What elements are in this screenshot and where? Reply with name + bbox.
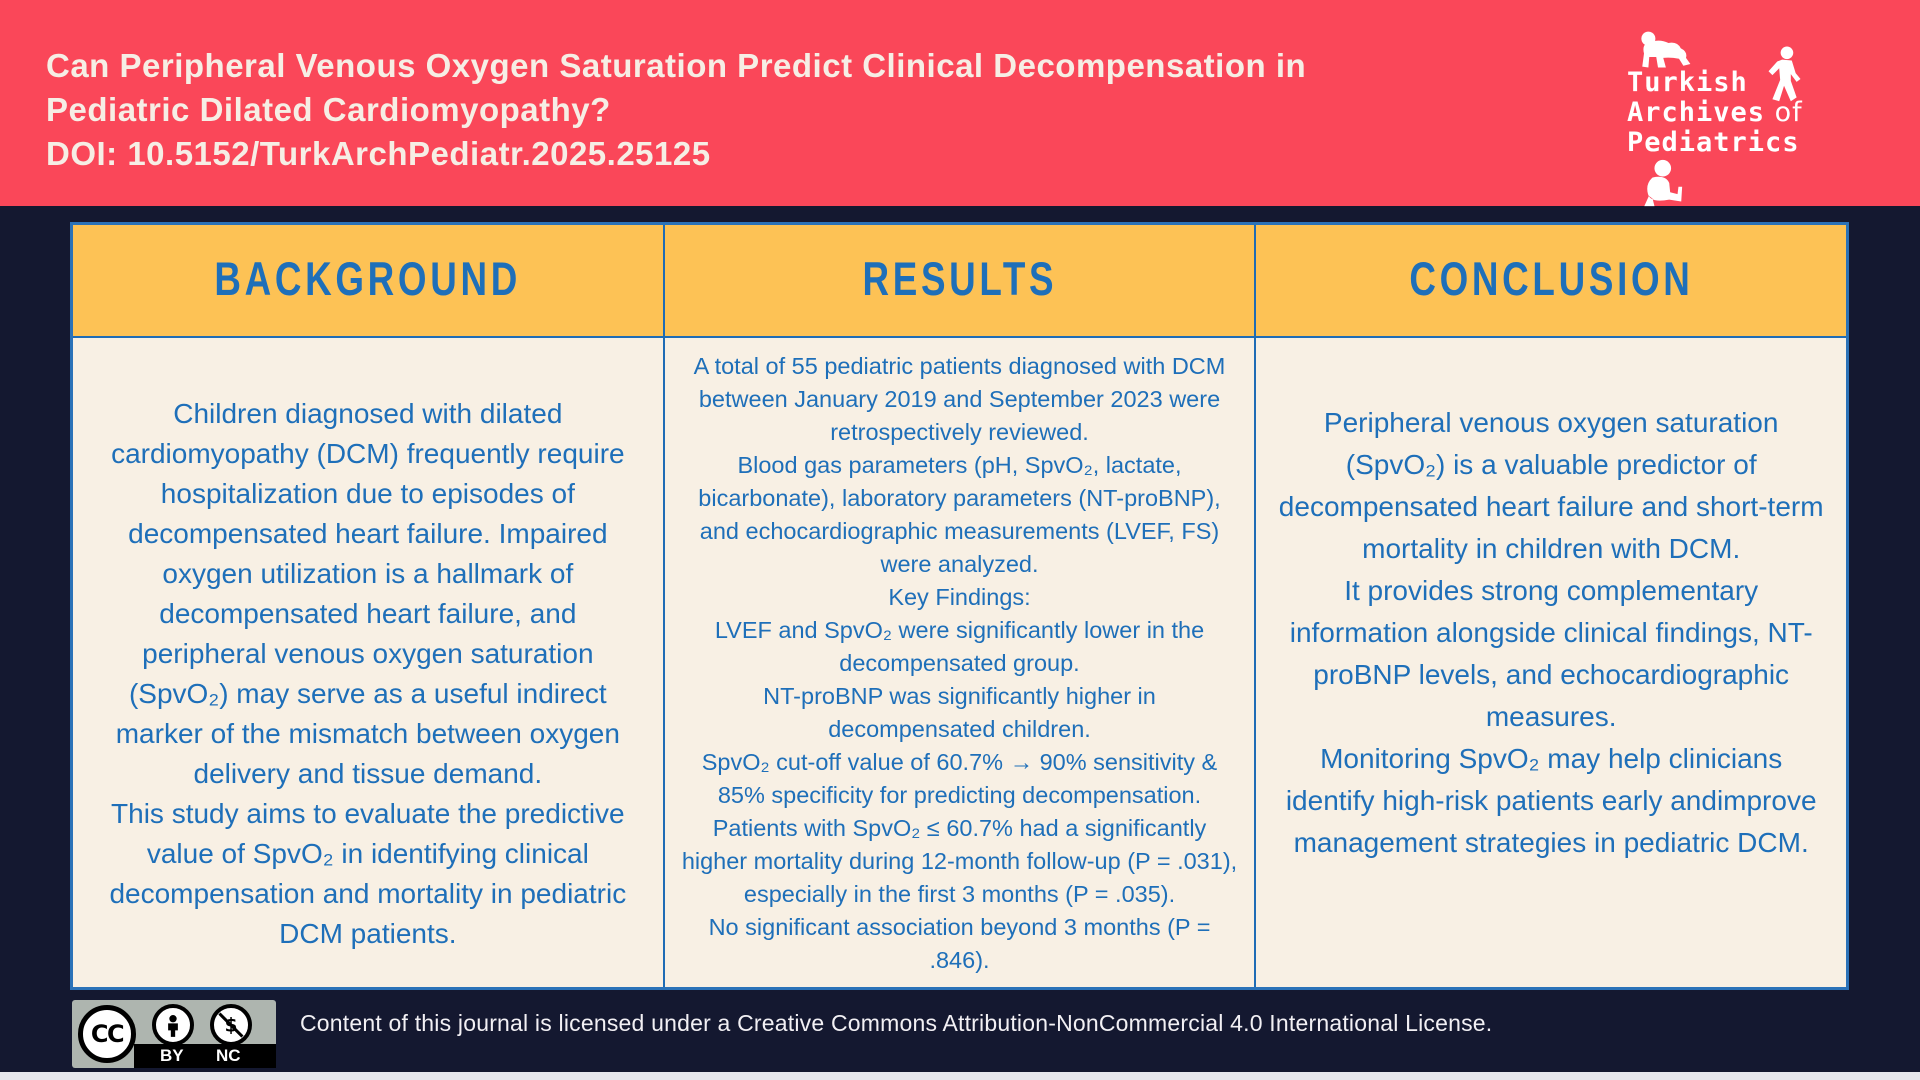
column-conclusion: CONCLUSION Peripheral venous oxygen satu… — [1256, 225, 1847, 987]
conclusion-body: Peripheral venous oxygen saturation (Spv… — [1256, 338, 1847, 987]
logo-line-turkish: Turkish — [1627, 67, 1748, 98]
logo-word-archives: Archives — [1627, 97, 1766, 128]
background-header: BACKGROUND — [73, 225, 663, 338]
paragraph: SpvO₂ cut-off value of 60.7% → 90% sensi… — [701, 749, 1218, 808]
title-block: Can Peripheral Venous Oxygen Saturation … — [46, 44, 1446, 176]
article-doi: DOI: 10.5152/TurkArchPediatr.2025.25125 — [46, 135, 711, 172]
paragraph: Monitoring SpvO₂ may help clinicians ide… — [1285, 743, 1817, 858]
article-title: Can Peripheral Venous Oxygen Saturation … — [46, 47, 1307, 128]
paragraph: It provides strong complementary informa… — [1289, 575, 1813, 732]
no-dollar-icon: $ — [218, 1012, 244, 1038]
bottom-strip — [0, 1072, 1920, 1080]
cc-by-icon — [152, 1004, 194, 1046]
person-icon — [168, 1015, 178, 1037]
conclusion-header-label: CONCLUSION — [1409, 253, 1694, 306]
results-body: A total of 55 pediatric patients diagnos… — [664, 338, 1255, 987]
paragraph: Children diagnosed with dilated cardiomy… — [111, 398, 625, 789]
cc-badge-strip — [134, 1044, 276, 1068]
paragraph: No significant association beyond 3 mont… — [708, 914, 1211, 973]
abstract-table: BACKGROUND Children diagnosed with dilat… — [70, 222, 1849, 990]
paragraph: This study aims to evaluate the predicti… — [109, 798, 627, 949]
background-body: Children diagnosed with dilated cardiomy… — [73, 338, 663, 987]
logo-line-pediatrics: Pediatrics — [1627, 127, 1800, 158]
results-header-label: RESULTS — [862, 253, 1057, 306]
journal-logo: Turkish Archives of Pediatrics — [1597, 18, 1803, 207]
paragraph: Peripheral venous oxygen saturation (Spv… — [1278, 407, 1824, 564]
cc-nc-icon: $ — [210, 1004, 252, 1046]
column-background: BACKGROUND Children diagnosed with dilat… — [73, 225, 665, 987]
cc-by-label: BY — [160, 1046, 184, 1065]
logo-word-of: of — [1765, 97, 1803, 128]
journal-logo-text: Turkish Archives of Pediatrics — [1627, 68, 1803, 158]
paragraph: Patients with SpvO₂ ≤ 60.7% had a signif… — [681, 815, 1238, 907]
crawling-baby-icon — [1641, 31, 1691, 68]
paragraph: NT-proBNP was significantly higher in de… — [763, 683, 1156, 742]
walking-child-icon — [1768, 46, 1801, 102]
background-header-label: BACKGROUND — [214, 253, 522, 306]
conclusion-header: CONCLUSION — [1256, 225, 1847, 338]
paragraph: Blood gas parameters (pH, SpvO₂, lactate… — [698, 452, 1221, 577]
results-header: RESULTS — [664, 225, 1255, 338]
sitting-baby-icon — [1644, 159, 1683, 207]
cc-license-badge: CC $ BY NC — [72, 1000, 276, 1068]
cc-icon: CC — [78, 1005, 136, 1063]
paragraph: LVEF and SpvO₂ were significantly lower … — [714, 617, 1205, 676]
column-results: RESULTS A total of 55 pediatric patients… — [664, 225, 1257, 987]
cc-nc-label: NC — [216, 1046, 241, 1065]
journal-banner: Can Peripheral Venous Oxygen Saturation … — [0, 0, 1920, 207]
cc-icon-label: CC — [90, 1020, 125, 1048]
paragraph: A total of 55 pediatric patients diagnos… — [693, 353, 1226, 445]
logo-line-archives-of: Archives of — [1627, 98, 1803, 128]
license-text: Content of this journal is licensed unde… — [300, 1010, 1493, 1036]
paragraph: Key Findings: — [888, 584, 1031, 610]
